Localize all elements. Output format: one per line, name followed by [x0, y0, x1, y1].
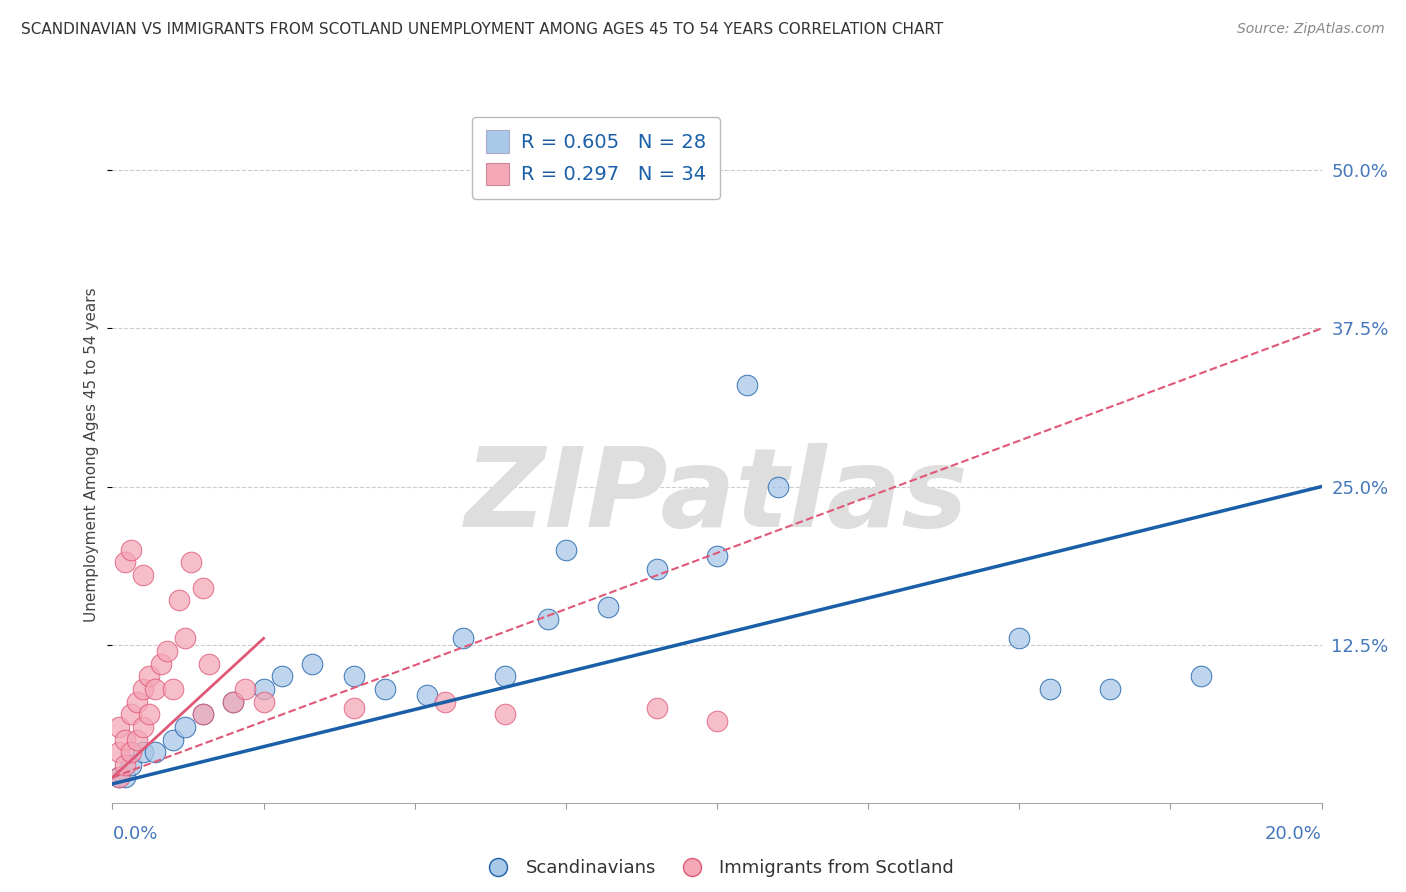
Point — [180, 556, 202, 570]
Point — [645, 562, 668, 576]
Point — [235, 681, 257, 696]
Point — [253, 681, 276, 696]
Point — [143, 681, 166, 696]
Point — [174, 632, 197, 646]
Point — [132, 745, 155, 759]
Text: Source: ZipAtlas.com: Source: ZipAtlas.com — [1237, 22, 1385, 37]
Point — [174, 720, 197, 734]
Point — [537, 612, 560, 626]
Point — [222, 695, 245, 709]
Point — [645, 701, 668, 715]
Point — [114, 732, 136, 747]
Point — [1189, 669, 1212, 683]
Y-axis label: Unemployment Among Ages 45 to 54 years: Unemployment Among Ages 45 to 54 years — [84, 287, 100, 623]
Text: 0.0%: 0.0% — [112, 825, 157, 843]
Point — [1038, 681, 1062, 696]
Point — [495, 707, 517, 722]
Point — [737, 378, 759, 392]
Point — [1008, 632, 1031, 646]
Point — [132, 720, 155, 734]
Legend: Scandinavians, Immigrants from Scotland: Scandinavians, Immigrants from Scotland — [472, 852, 962, 884]
Point — [143, 745, 166, 759]
Point — [107, 720, 129, 734]
Point — [270, 669, 292, 683]
Point — [132, 681, 155, 696]
Text: SCANDINAVIAN VS IMMIGRANTS FROM SCOTLAND UNEMPLOYMENT AMONG AGES 45 TO 54 YEARS : SCANDINAVIAN VS IMMIGRANTS FROM SCOTLAND… — [21, 22, 943, 37]
Point — [222, 695, 245, 709]
Point — [138, 707, 160, 722]
Point — [374, 681, 396, 696]
Point — [253, 695, 276, 709]
Point — [107, 771, 129, 785]
Point — [107, 745, 129, 759]
Point — [433, 695, 456, 709]
Point — [198, 657, 221, 671]
Point — [149, 657, 172, 671]
Point — [766, 479, 789, 493]
Point — [107, 771, 129, 785]
Point — [138, 669, 160, 683]
Point — [162, 732, 184, 747]
Text: ZIPatlas: ZIPatlas — [465, 443, 969, 550]
Point — [191, 707, 214, 722]
Point — [120, 745, 142, 759]
Point — [132, 568, 155, 582]
Point — [162, 681, 184, 696]
Point — [495, 669, 517, 683]
Point — [554, 542, 576, 557]
Point — [125, 695, 148, 709]
Point — [191, 581, 214, 595]
Point — [343, 669, 366, 683]
Point — [343, 701, 366, 715]
Point — [451, 632, 474, 646]
Point — [191, 707, 214, 722]
Point — [416, 688, 439, 702]
Point — [114, 556, 136, 570]
Point — [125, 732, 148, 747]
Point — [156, 644, 179, 658]
Point — [114, 771, 136, 785]
Text: 20.0%: 20.0% — [1265, 825, 1322, 843]
Point — [1098, 681, 1121, 696]
Point — [706, 714, 728, 728]
Point — [598, 599, 620, 614]
Point — [120, 542, 142, 557]
Point — [167, 593, 190, 607]
Point — [114, 757, 136, 772]
Point — [120, 757, 142, 772]
Point — [301, 657, 323, 671]
Point — [706, 549, 728, 563]
Point — [120, 707, 142, 722]
